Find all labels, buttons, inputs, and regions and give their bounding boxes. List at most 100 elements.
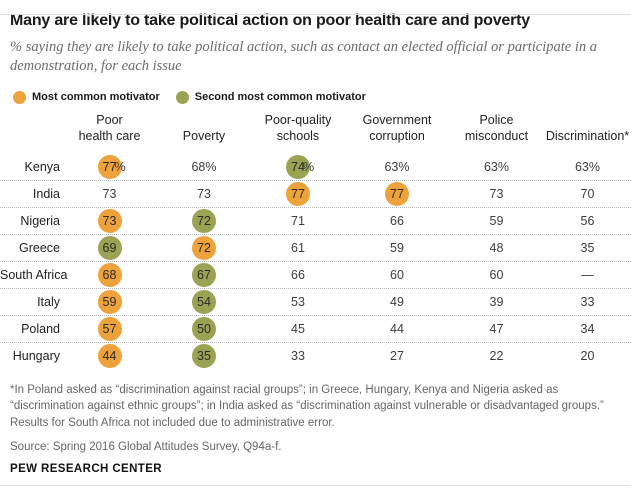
value-cell: 73 bbox=[102, 186, 117, 201]
value-cell: 77 bbox=[251, 181, 345, 206]
value-cell: 67 bbox=[157, 262, 251, 287]
row-label: Greece bbox=[19, 240, 60, 255]
legend-item-second: Second most common motivator bbox=[175, 90, 366, 104]
highlight-circle-most: 44 bbox=[97, 343, 122, 368]
bottom-divider bbox=[0, 485, 631, 486]
value-cell: 35 bbox=[157, 343, 251, 368]
highlight-circle-second: 54 bbox=[192, 289, 216, 314]
value-cell: 69 bbox=[62, 235, 157, 260]
value-cell: 70 bbox=[580, 186, 595, 201]
row-label: India bbox=[32, 186, 60, 201]
value-cell: 35 bbox=[580, 240, 595, 255]
value-cell: 47 bbox=[489, 321, 504, 336]
value-cell: 63% bbox=[574, 159, 601, 174]
column-header-police-misconduct: Police misconduct bbox=[464, 113, 529, 144]
top-divider bbox=[0, 14, 631, 15]
value-cell: 66 bbox=[291, 267, 305, 282]
page-title: Many are likely to take political action… bbox=[10, 12, 530, 29]
percent-suffix: % bbox=[114, 159, 126, 174]
value-cell: 68% bbox=[191, 159, 217, 174]
legend-second-dot-icon bbox=[175, 90, 189, 104]
legend-most-label: Most common motivator bbox=[32, 91, 160, 104]
row-label: Italy bbox=[37, 294, 60, 309]
column-header-poor-quality-schools: Poor-quality schools bbox=[264, 113, 332, 144]
value-cell: 63% bbox=[483, 159, 510, 174]
table-row: Italy 59 54 53 49 39 33 bbox=[0, 289, 631, 316]
highlight-circle-most: 77 bbox=[286, 181, 310, 206]
table-row: Hungary 44 35 33 27 22 20 bbox=[0, 343, 631, 369]
column-header-discrimination: Discrimination* bbox=[545, 129, 630, 144]
column-header-poor-health-care: Poor health care bbox=[78, 113, 141, 144]
value-cell: 27 bbox=[390, 348, 404, 363]
value-cell: 59 bbox=[489, 213, 504, 228]
value-cell: 59 bbox=[62, 289, 157, 314]
value-cell: 33 bbox=[291, 348, 305, 363]
value-cell: 74% bbox=[251, 154, 345, 179]
value-cell: 66 bbox=[390, 213, 404, 228]
highlight-circle-most: 59 bbox=[97, 289, 122, 314]
value-cell: 50 bbox=[157, 316, 251, 341]
table-row: South Africa 68 67 66 60 60 — bbox=[0, 262, 631, 289]
row-label: South Africa bbox=[0, 267, 68, 282]
value-cell: — bbox=[581, 267, 594, 282]
legend-most-dot-icon bbox=[13, 90, 26, 104]
table-row: Nigeria 73 72 71 66 59 56 bbox=[0, 208, 631, 235]
value-cell: 49 bbox=[390, 294, 404, 309]
highlight-circle-second: 67 bbox=[192, 262, 216, 287]
value-cell: 63% bbox=[384, 159, 410, 174]
highlight-circle-second: 72 bbox=[192, 208, 216, 233]
table-row: India 73 73 77 77 73 70 bbox=[0, 181, 631, 208]
value-cell: 39 bbox=[489, 294, 504, 309]
highlight-circle-second: 50 bbox=[192, 316, 216, 341]
value-cell: 54 bbox=[157, 289, 251, 314]
value-cell: 45 bbox=[291, 321, 305, 336]
highlight-circle-most: 77% bbox=[97, 154, 126, 179]
value-cell: 53 bbox=[291, 294, 305, 309]
chart-subtitle: % saying they are likely to take politic… bbox=[10, 39, 597, 74]
source-line: Source: Spring 2016 Global Attitudes Sur… bbox=[10, 440, 282, 453]
highlight-circle-most: 68 bbox=[97, 262, 122, 287]
value-cell: 72 bbox=[157, 208, 251, 233]
value-cell: 77 bbox=[345, 181, 449, 206]
footnote: *In Poland asked as “discrimination agai… bbox=[10, 383, 604, 430]
column-header-poverty: Poverty bbox=[182, 129, 226, 144]
value-cell: 60 bbox=[390, 267, 404, 282]
percent-suffix: % bbox=[303, 159, 315, 174]
value-cell: 60 bbox=[489, 267, 504, 282]
value-cell: 44 bbox=[62, 343, 157, 368]
brand-pew-research-center: PEW RESEARCH CENTER bbox=[10, 462, 163, 475]
value-cell: 44 bbox=[390, 321, 404, 336]
value-cell: 22 bbox=[489, 348, 504, 363]
value-cell: 73 bbox=[197, 186, 211, 201]
highlight-circle-second: 35 bbox=[192, 343, 216, 368]
row-label: Hungary bbox=[12, 348, 60, 363]
value-cell: 73 bbox=[489, 186, 504, 201]
row-label: Nigeria bbox=[20, 213, 60, 228]
value-cell: 77% bbox=[62, 154, 157, 179]
column-header-government-corruption: Government corruption bbox=[362, 113, 432, 144]
table-header-row: Poor health care Poverty Poor-quality sc… bbox=[0, 106, 631, 154]
row-label: Kenya bbox=[24, 159, 60, 174]
value-cell: 61 bbox=[291, 240, 305, 255]
table-row: Greece 69 72 61 59 48 35 bbox=[0, 235, 631, 262]
highlight-circle-most: 73 bbox=[97, 208, 122, 233]
value-cell: 20 bbox=[580, 348, 595, 363]
table-row: Poland 57 50 45 44 47 34 bbox=[0, 316, 631, 343]
highlight-circle-second: 69 bbox=[97, 235, 122, 260]
column-header-spacer bbox=[0, 145, 62, 154]
value-cell: 72 bbox=[157, 235, 251, 260]
legend: Most common motivator Second most common… bbox=[13, 90, 621, 104]
value-cell: 59 bbox=[390, 240, 404, 255]
value-cell: 56 bbox=[580, 213, 595, 228]
value-cell: 57 bbox=[62, 316, 157, 341]
table-row: Kenya 77% 68% 74% 63% 63% 63% bbox=[0, 154, 631, 181]
highlight-circle-most: 72 bbox=[192, 235, 216, 260]
legend-item-most: Most common motivator bbox=[13, 90, 160, 104]
value-cell: 68 bbox=[62, 262, 157, 287]
value-cell: 48 bbox=[489, 240, 504, 255]
legend-second-label: Second most common motivator bbox=[194, 91, 366, 104]
highlight-circle-most: 57 bbox=[97, 316, 122, 341]
value-cell: 73 bbox=[62, 208, 157, 233]
table-body: Kenya 77% 68% 74% 63% 63% 63% India 73 73 77 77 7… bbox=[0, 154, 631, 369]
value-cell: 71 bbox=[291, 213, 305, 228]
